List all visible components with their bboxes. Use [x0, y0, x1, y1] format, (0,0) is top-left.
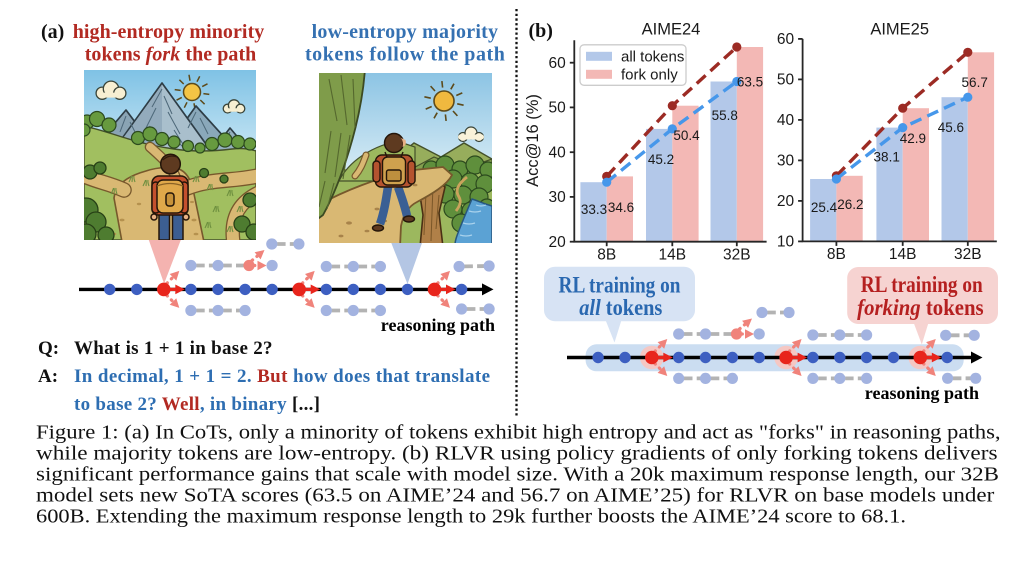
- svg-text:RL training on: RL training on: [861, 272, 983, 297]
- svg-text:30: 30: [777, 153, 795, 170]
- svg-text:while majority tokens are low-: while majority tokens are low-entropy. (…: [36, 443, 998, 464]
- svg-text:significant performance gains: significant performance gains that scale…: [36, 464, 999, 485]
- svg-text:55.8: 55.8: [712, 108, 738, 123]
- svg-text:45.6: 45.6: [938, 120, 964, 135]
- svg-text:600B. Extending the maximum re: 600B. Extending the maximum response len…: [36, 506, 906, 527]
- svg-text:A:: A:: [38, 366, 58, 387]
- svg-text:(a): (a): [41, 21, 64, 43]
- svg-text:34.6: 34.6: [608, 200, 634, 215]
- svg-text:50.4: 50.4: [673, 128, 700, 143]
- svg-text:all tokens: all tokens: [579, 295, 662, 320]
- svg-text:reasoning path: reasoning path: [865, 383, 979, 403]
- svg-text:33.3: 33.3: [581, 202, 607, 217]
- svg-text:In decimal, 1 + 1 = 2. But how: In decimal, 1 + 1 = 2. But how does that…: [74, 366, 490, 387]
- svg-text:AIME24: AIME24: [642, 21, 701, 39]
- svg-text:60: 60: [549, 55, 567, 72]
- svg-text:model sets new SoTA scores (63: model sets new SoTA scores (63.5 on AIME…: [36, 485, 995, 506]
- svg-text:25.4: 25.4: [811, 200, 838, 215]
- svg-text:10: 10: [777, 234, 795, 251]
- svg-text:30: 30: [549, 189, 567, 206]
- svg-text:high-entropy minority: high-entropy minority: [73, 21, 265, 43]
- svg-text:Acc@16 (%): Acc@16 (%): [524, 94, 542, 187]
- svg-text:What is 1 + 1 in base 2?: What is 1 + 1 in base 2?: [74, 338, 273, 359]
- svg-text:60: 60: [777, 31, 795, 48]
- svg-text:40: 40: [549, 144, 567, 161]
- svg-text:20: 20: [549, 234, 567, 251]
- svg-text:fork only: fork only: [621, 66, 678, 83]
- svg-text:45.2: 45.2: [648, 152, 674, 167]
- svg-text:tokens follow the path: tokens follow the path: [305, 44, 505, 66]
- svg-text:26.2: 26.2: [837, 197, 863, 212]
- svg-text:8B: 8B: [827, 246, 846, 263]
- svg-text:50: 50: [777, 72, 795, 89]
- svg-text:14B: 14B: [889, 246, 917, 263]
- svg-text:8B: 8B: [597, 247, 616, 264]
- svg-text:32B: 32B: [954, 246, 982, 263]
- svg-text:reasoning path: reasoning path: [381, 315, 495, 335]
- svg-text:42.9: 42.9: [900, 131, 926, 146]
- svg-text:40: 40: [777, 112, 795, 129]
- svg-text:63.5: 63.5: [737, 75, 763, 90]
- svg-text:20: 20: [777, 193, 795, 210]
- svg-text:tokens fork the path: tokens fork the path: [85, 44, 257, 66]
- svg-text:(b): (b): [529, 20, 553, 42]
- svg-text:RL training on: RL training on: [559, 272, 681, 297]
- svg-text:to base 2? Well, in binary [..: to base 2? Well, in binary [...]: [74, 394, 320, 415]
- svg-text:38.1: 38.1: [874, 150, 900, 165]
- svg-text:AIME25: AIME25: [870, 21, 929, 39]
- svg-text:forking tokens: forking tokens: [857, 295, 984, 320]
- svg-text:56.7: 56.7: [962, 75, 988, 90]
- svg-text:Figure 1: (a) In CoTs, only a: Figure 1: (a) In CoTs, only a minority o…: [36, 422, 1001, 443]
- svg-text:all tokens: all tokens: [621, 48, 684, 65]
- svg-text:14B: 14B: [659, 247, 687, 264]
- svg-text:Q:: Q:: [38, 338, 59, 359]
- svg-text:32B: 32B: [723, 247, 751, 264]
- svg-text:low-entropy majority: low-entropy majority: [312, 21, 498, 43]
- svg-text:50: 50: [549, 100, 567, 117]
